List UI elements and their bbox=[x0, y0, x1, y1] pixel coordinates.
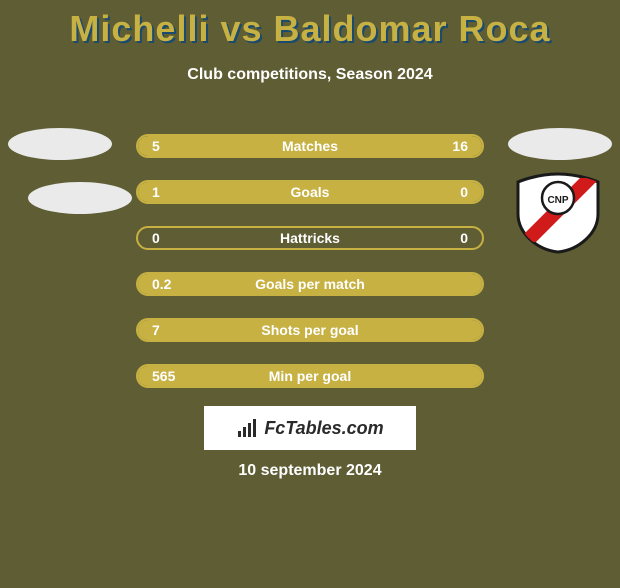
player-left-block bbox=[8, 128, 132, 214]
branding-box: FcTables.com bbox=[204, 406, 416, 450]
stat-value-right: 0 bbox=[460, 182, 468, 202]
stats-container: 5Matches161Goals00Hattricks00.2Goals per… bbox=[136, 134, 484, 410]
subtitle: Club competitions, Season 2024 bbox=[0, 66, 620, 84]
player-right-club-logo: CNP bbox=[508, 170, 608, 254]
stat-label: Goals per match bbox=[138, 274, 482, 294]
stat-label: Shots per goal bbox=[138, 320, 482, 340]
stat-row: 565Min per goal bbox=[136, 364, 484, 388]
stat-row: 0.2Goals per match bbox=[136, 272, 484, 296]
player-left-badge bbox=[8, 128, 112, 160]
page-title: Michelli vs Baldomar Roca bbox=[0, 8, 620, 50]
stat-value-right: 0 bbox=[460, 228, 468, 248]
stat-row: 5Matches16 bbox=[136, 134, 484, 158]
club-badge-text: CNP bbox=[547, 195, 568, 206]
stat-label: Hattricks bbox=[138, 228, 482, 248]
player-right-badge bbox=[508, 128, 612, 160]
stat-value-right: 16 bbox=[452, 136, 468, 156]
branding-text: FcTables.com bbox=[264, 418, 383, 439]
stat-label: Matches bbox=[138, 136, 482, 156]
footer-date: 10 september 2024 bbox=[0, 462, 620, 480]
player-right-block: CNP bbox=[508, 128, 612, 254]
stat-label: Goals bbox=[138, 182, 482, 202]
stat-row: 1Goals0 bbox=[136, 180, 484, 204]
stat-row: 7Shots per goal bbox=[136, 318, 484, 342]
player-left-country bbox=[28, 182, 132, 214]
stat-label: Min per goal bbox=[138, 366, 482, 386]
branding-icon bbox=[236, 419, 258, 437]
stat-row: 0Hattricks0 bbox=[136, 226, 484, 250]
